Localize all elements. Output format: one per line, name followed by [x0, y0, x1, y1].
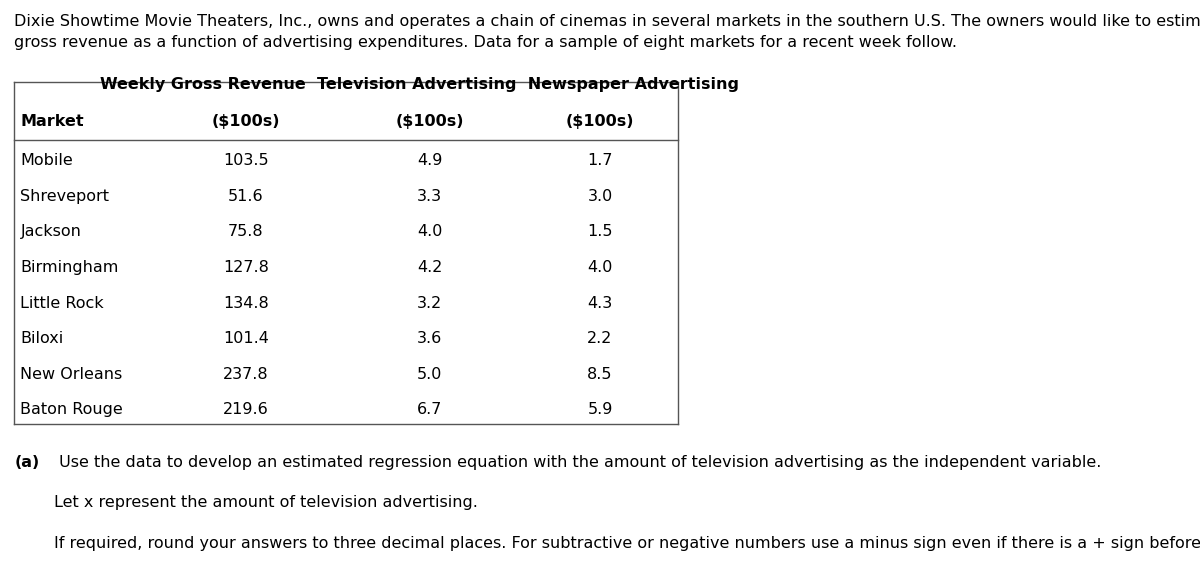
- Text: ($100s): ($100s): [565, 114, 635, 129]
- Text: Birmingham: Birmingham: [20, 260, 119, 275]
- Text: 5.0: 5.0: [416, 367, 443, 382]
- Text: 4.3: 4.3: [587, 296, 613, 311]
- Text: Market: Market: [20, 114, 84, 129]
- Text: 127.8: 127.8: [223, 260, 269, 275]
- Text: 4.0: 4.0: [587, 260, 613, 275]
- Text: 1.7: 1.7: [587, 153, 613, 169]
- Text: Biloxi: Biloxi: [20, 331, 64, 346]
- Text: ($100s): ($100s): [395, 114, 464, 129]
- Text: 103.5: 103.5: [223, 153, 269, 169]
- Text: Shreveport: Shreveport: [20, 189, 109, 204]
- Text: 101.4: 101.4: [223, 331, 269, 346]
- Text: Let x represent the amount of television advertising.: Let x represent the amount of television…: [54, 496, 478, 510]
- Text: 2.2: 2.2: [587, 331, 613, 346]
- Text: 3.3: 3.3: [418, 189, 442, 204]
- Text: Baton Rouge: Baton Rouge: [20, 402, 124, 417]
- Text: (a): (a): [14, 455, 40, 470]
- Text: 3.0: 3.0: [587, 189, 613, 204]
- Text: Use the data to develop an estimated regression equation with the amount of tele: Use the data to develop an estimated reg…: [54, 455, 1102, 470]
- Text: 3.6: 3.6: [416, 331, 443, 346]
- Text: Weekly Gross Revenue  Television Advertising  Newspaper Advertising: Weekly Gross Revenue Television Advertis…: [101, 77, 739, 92]
- Text: 219.6: 219.6: [223, 402, 269, 417]
- Text: Jackson: Jackson: [20, 224, 82, 240]
- Text: If required, round your answers to three decimal places. For subtractive or nega: If required, round your answers to three…: [54, 536, 1200, 551]
- Text: 4.9: 4.9: [416, 153, 443, 169]
- Text: 5.9: 5.9: [587, 402, 613, 417]
- Text: 6.7: 6.7: [416, 402, 443, 417]
- Text: ($100s): ($100s): [211, 114, 281, 129]
- Text: 1.5: 1.5: [587, 224, 613, 240]
- Text: 75.8: 75.8: [228, 224, 264, 240]
- Text: 4.0: 4.0: [416, 224, 443, 240]
- Text: Mobile: Mobile: [20, 153, 73, 169]
- Text: 237.8: 237.8: [223, 367, 269, 382]
- Text: 51.6: 51.6: [228, 189, 264, 204]
- Text: 3.2: 3.2: [416, 296, 443, 311]
- Text: 4.2: 4.2: [416, 260, 443, 275]
- Text: Little Rock: Little Rock: [20, 296, 104, 311]
- Text: 134.8: 134.8: [223, 296, 269, 311]
- Text: gross revenue as a function of advertising expenditures. Data for a sample of ei: gross revenue as a function of advertisi…: [14, 35, 958, 50]
- Text: New Orleans: New Orleans: [20, 367, 122, 382]
- Text: Dixie Showtime Movie Theaters, Inc., owns and operates a chain of cinemas in sev: Dixie Showtime Movie Theaters, Inc., own…: [14, 14, 1200, 29]
- Text: 8.5: 8.5: [587, 367, 613, 382]
